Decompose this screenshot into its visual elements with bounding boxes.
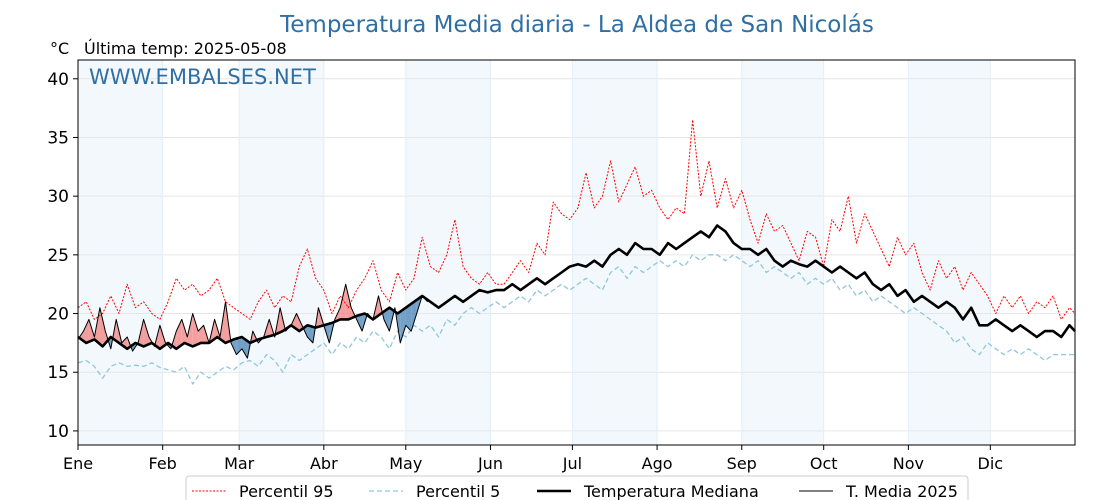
y-axis: 10 15 20 25 30 35 40 <box>47 70 78 442</box>
y-tick-label: 25 <box>47 246 69 266</box>
above-median-fill <box>187 313 193 347</box>
above-median-fill <box>99 307 106 345</box>
y-tick-label: 30 <box>47 187 69 207</box>
x-tick-label: May <box>389 454 422 473</box>
chart-title: Temperatura Media diaria - La Aldea de S… <box>279 12 874 38</box>
last-temp-label: Última temp: 2025-05-08 <box>84 39 287 58</box>
y-tick-label: 20 <box>47 305 69 325</box>
above-median-fill <box>143 319 149 347</box>
y-tick-label: 35 <box>47 128 69 148</box>
below-median-fill <box>383 307 390 332</box>
x-tick-label: Abr <box>310 454 338 473</box>
x-tick-label: Jun <box>477 454 503 473</box>
below-median-fill <box>405 303 412 332</box>
month-band <box>908 60 991 445</box>
median-legend-label: Temperatura Mediana <box>583 482 759 500</box>
above-median-fill <box>181 319 188 345</box>
x-tick-label: Ago <box>642 454 673 473</box>
series-lines <box>77 119 1076 385</box>
below-median-fill <box>411 299 417 332</box>
p95-line <box>77 119 1076 320</box>
month-band <box>78 60 163 445</box>
above-median-fill <box>345 284 352 320</box>
month-band <box>239 60 324 445</box>
legend: Percentil 95 Percentil 5 Temperatura Media… <box>185 475 969 500</box>
current-year-legend-label: T. Media 2025 <box>845 482 958 500</box>
watermark-text: WWW.EMBALSES.NET <box>89 65 316 89</box>
x-tick-label: Mar <box>224 454 255 473</box>
month-band <box>405 60 491 445</box>
legend-box <box>185 475 969 500</box>
y-tick-label: 15 <box>47 363 69 383</box>
grid-lines <box>77 60 1075 445</box>
x-tick-label: Ene <box>63 454 93 473</box>
anomaly-fills <box>78 284 428 359</box>
above-median-fill <box>176 319 182 349</box>
below-median-fill <box>241 337 248 359</box>
x-tick-label: Dic <box>978 454 1004 473</box>
below-median-fill <box>356 314 363 332</box>
above-median-fill <box>83 319 89 342</box>
x-tick-label: Jul <box>562 454 582 473</box>
p95-legend-label: Percentil 95 <box>239 482 334 500</box>
below-median-fill <box>400 307 406 343</box>
median-line <box>77 224 1076 351</box>
above-median-fill <box>121 337 128 349</box>
y-axis-unit-label: °C <box>50 39 69 58</box>
above-median-fill <box>192 313 199 347</box>
x-tick-label: Feb <box>149 454 177 473</box>
p5-legend-label: Percentil 5 <box>416 482 500 500</box>
plot-frame <box>77 59 1076 446</box>
p5-line <box>77 254 1075 385</box>
current-year-line <box>77 283 428 359</box>
x-axis: Ene Feb Mar Abr May Jun Jul Ago Sep Oct Nov Dic <box>63 445 1003 473</box>
y-tick-label: 40 <box>47 70 69 90</box>
below-median-fill <box>307 325 313 343</box>
x-tick-label: Oct <box>810 454 838 473</box>
y-tick-label: 10 <box>47 422 69 442</box>
x-tick-label: Nov <box>893 454 924 473</box>
above-median-fill <box>340 284 346 320</box>
x-tick-label: Sep <box>727 454 757 473</box>
